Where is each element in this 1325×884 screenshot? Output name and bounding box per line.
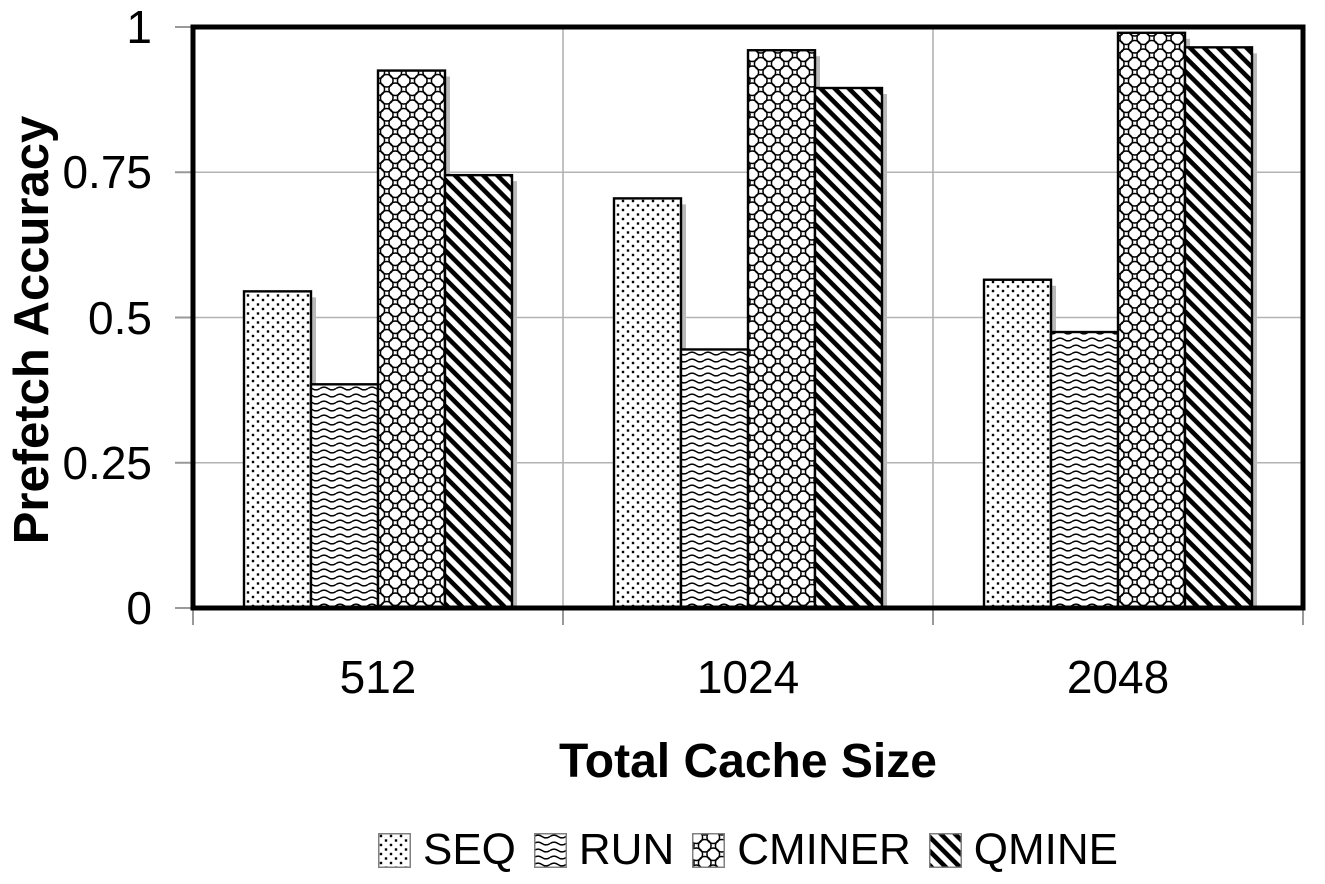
bar-CMINER-512 — [376, 69, 447, 610]
legend: SEQ RUN CMINER QMINE — [193, 824, 1303, 876]
dots-pattern-swatch — [377, 832, 411, 868]
x-axis-tick-label: 512 — [339, 651, 417, 703]
bar-RUN-512 — [309, 383, 380, 610]
legend-item-CMINER: CMINER — [692, 825, 911, 875]
bar-QMINE-2048 — [1183, 46, 1254, 610]
bar-SEQ-2048 — [982, 278, 1053, 610]
legend-label: CMINER — [737, 825, 911, 874]
y-axis-tick-label: 1 — [126, 1, 152, 53]
bar-SEQ-1024 — [612, 197, 683, 610]
bar-CMINER-2048 — [1116, 31, 1187, 610]
bar-CMINER-1024 — [746, 49, 817, 610]
plot-frame-layer — [190, 24, 1306, 611]
bar-QMINE-512 — [443, 173, 514, 610]
tick-marks-layer — [175, 26, 1304, 625]
bar-SEQ-512 — [242, 290, 313, 610]
y-axis-tick-label: 0 — [126, 582, 152, 634]
bar-RUN-2048 — [1049, 330, 1120, 610]
plot-border — [190, 24, 1306, 611]
y-axis-tick-label: 0.5 — [88, 291, 152, 344]
y-axis-tick-label: 0.25 — [62, 436, 152, 489]
bar-RUN-1024 — [679, 348, 750, 610]
y-axis-tick-label: 0.75 — [62, 146, 152, 199]
waves-pattern-swatch — [533, 832, 567, 868]
legend-item-RUN: RUN — [533, 825, 675, 875]
legend-swatch-RUN — [533, 832, 567, 868]
legend-label: SEQ — [422, 825, 516, 874]
x-axis-tick-label: 2048 — [1066, 651, 1170, 703]
legend-label: RUN — [578, 825, 675, 874]
x-axis-title: Total Cache Size — [559, 735, 937, 788]
legend-item-SEQ: SEQ — [377, 825, 516, 875]
bars-layer — [242, 31, 1257, 610]
bar-QMINE-1024 — [813, 86, 884, 610]
legend-swatch-SEQ — [377, 832, 411, 868]
legend-swatch-QMINE — [928, 832, 962, 868]
x-axis-tick-label: 1024 — [696, 651, 800, 703]
diagonal-stripes-pattern-swatch — [928, 832, 962, 868]
legend-label: QMINE — [973, 825, 1119, 874]
scales-pattern-swatch — [692, 832, 726, 868]
legend-swatch-CMINER — [692, 832, 726, 868]
legend-item-QMINE: QMINE — [928, 825, 1119, 875]
